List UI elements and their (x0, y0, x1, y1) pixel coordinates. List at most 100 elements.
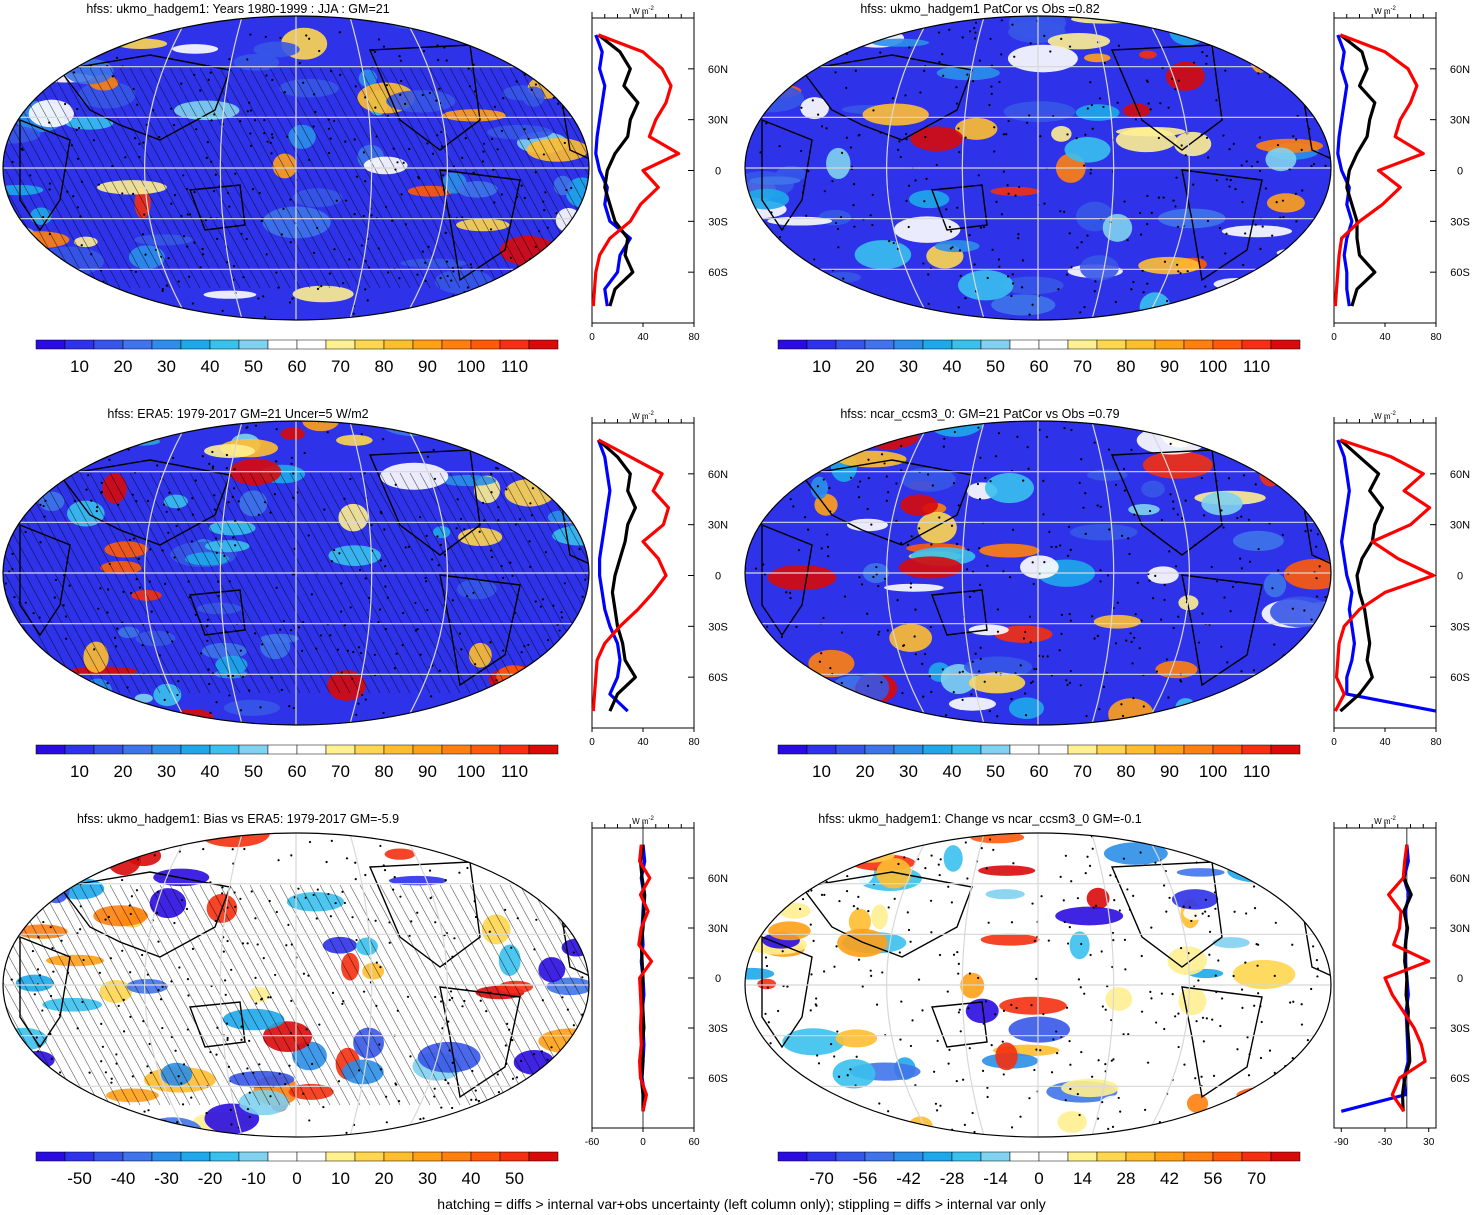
colorbar-label: 110 (1243, 762, 1270, 781)
stipple-dot (809, 679, 812, 683)
colorbar-label: -10 (241, 1169, 266, 1188)
stipple-dot (837, 246, 840, 249)
stipple-dot (278, 1072, 281, 1075)
stipple-dot (282, 207, 285, 210)
stipple-dot (812, 939, 815, 942)
field-patch (204, 444, 255, 458)
stipple-dot (1098, 708, 1101, 711)
hatch-line (730, 68, 741, 288)
stipple-dot (448, 318, 451, 320)
hatch-line (529, 472, 589, 694)
stipple-dot (767, 872, 770, 875)
stipple-dot (320, 285, 323, 288)
stipple-dot (1300, 1003, 1303, 1006)
stipple-dot (442, 174, 445, 177)
stipple-dot (431, 558, 434, 561)
stipple-dot (1246, 1036, 1249, 1039)
stipple-dot (849, 476, 853, 479)
stipple-dot (419, 1117, 422, 1121)
stipple-dot (145, 123, 148, 126)
meridian (349, 421, 373, 725)
stipple-dot (226, 906, 229, 909)
stipple-dot (900, 444, 903, 448)
stipple-dot (1011, 528, 1015, 532)
stipple-dot (560, 611, 563, 614)
stipple-dot (930, 690, 933, 693)
colorbar-swatch (180, 339, 211, 350)
stipple-dot (985, 867, 988, 870)
stipple-dot (1299, 474, 1302, 477)
hatch-line (3, 472, 101, 694)
stipple-dot (314, 110, 317, 114)
stipple-dot (807, 170, 810, 173)
stipple-dot (10, 863, 13, 866)
stipple-dot (33, 72, 36, 75)
field-patch (456, 578, 497, 600)
stipple-dot (355, 713, 358, 716)
hatch-line (229, 472, 351, 694)
stipple-dot (3, 712, 6, 715)
field-patch (1265, 147, 1297, 172)
hatch-line (219, 472, 341, 694)
stipple-dot (408, 147, 411, 151)
stipple-dot (1149, 990, 1152, 993)
field-patch (1064, 136, 1111, 163)
hatch-line (359, 472, 481, 694)
stipple-dot (1157, 196, 1161, 199)
stipple-dot (373, 50, 377, 54)
stipple-dot (111, 75, 114, 78)
stipple-dot (1006, 184, 1009, 187)
stipple-dot (867, 458, 870, 461)
stipple-dot (903, 856, 906, 859)
stipple-dot (978, 497, 982, 501)
stipple-dot (574, 63, 578, 66)
stipple-dot (1172, 507, 1175, 510)
stipple-dot (875, 565, 878, 569)
hatch-line (579, 67, 589, 289)
stipple-dot (1203, 428, 1206, 431)
hatch-line (149, 472, 271, 694)
stipple-dot (13, 595, 16, 599)
stipple-dot (62, 574, 66, 577)
stipple-dot (77, 871, 80, 875)
stipple-dot (1070, 428, 1073, 432)
stipple-dot (788, 284, 791, 287)
field-patch (46, 954, 105, 967)
field-patch (288, 124, 316, 149)
hatch-line (239, 67, 361, 289)
map-border (744, 15, 1332, 321)
stipple-dot (961, 670, 964, 673)
stipple-dot (473, 900, 476, 903)
stipple-dot (1240, 567, 1243, 570)
stipple-dot (172, 123, 176, 127)
field-patch (1243, 1111, 1289, 1137)
stipple-dot (402, 161, 405, 164)
field-patch (1178, 987, 1207, 1016)
stipple-dot (1088, 864, 1092, 867)
stipple-dot (345, 1131, 348, 1134)
stipple-dot (908, 46, 911, 49)
stipple-dot (482, 142, 486, 145)
colorbar-label: 50 (244, 357, 263, 376)
field-patch (745, 888, 764, 917)
stipple-dot (1031, 680, 1034, 683)
stipple-dot (927, 273, 930, 276)
hatch-line (189, 884, 311, 1106)
stipple-dot (569, 1058, 572, 1061)
stipple-dot (961, 698, 964, 701)
hatch-line (369, 472, 491, 694)
stipple-dot (1126, 888, 1129, 891)
stipple-dot (1188, 1130, 1191, 1133)
field-patch (209, 520, 256, 536)
colorbar-label: -42 (896, 1169, 921, 1188)
stipple-dot (165, 284, 168, 287)
stipple-dot (986, 1095, 989, 1099)
stipple-dot (963, 1123, 966, 1127)
stipple-dot (1138, 647, 1141, 650)
field-patch (799, 840, 828, 868)
stipple-dot (1161, 423, 1164, 426)
stipple-dot (986, 276, 989, 280)
stipple-dot (1195, 842, 1199, 845)
coastline (1181, 169, 1263, 282)
stipple-dot (1029, 641, 1032, 644)
